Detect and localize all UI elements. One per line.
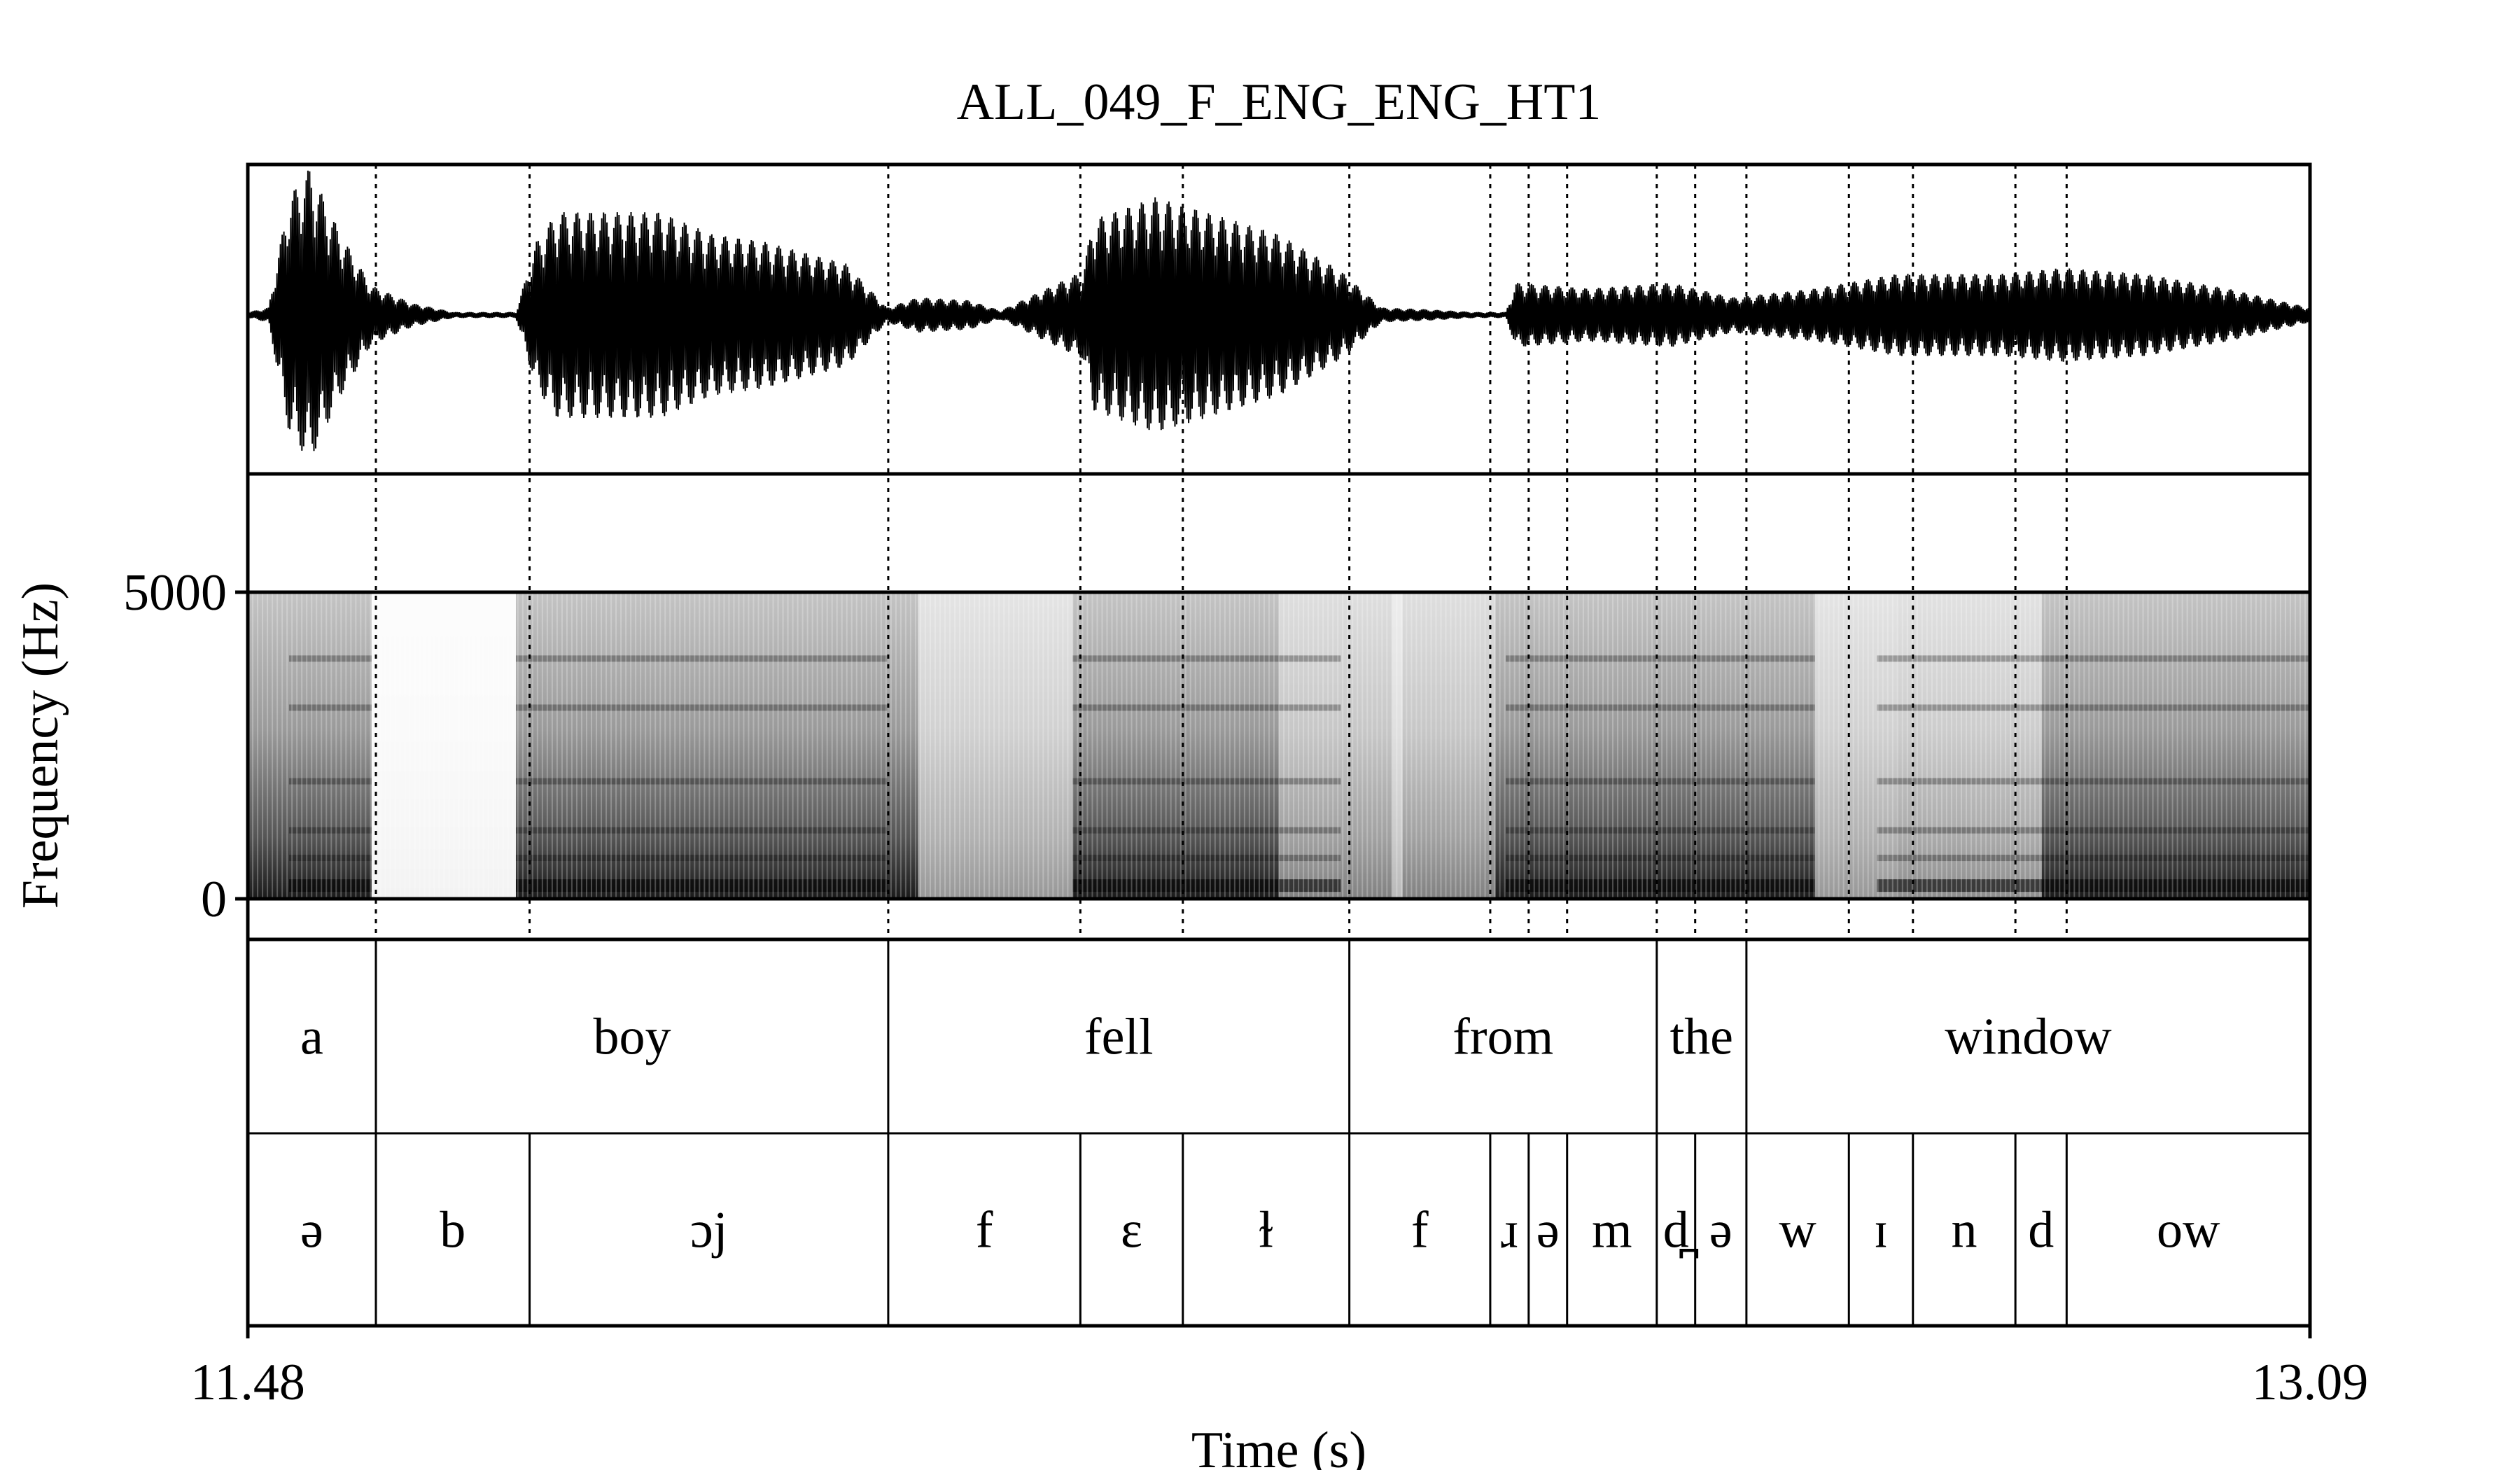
waveform-trace [248,170,2310,451]
formant-band [288,855,372,862]
phone-label: n [1951,1202,1977,1259]
formant-band [288,879,372,892]
phone-label: f [1411,1202,1429,1259]
phone-label: ə [1536,1202,1560,1259]
formant-band [1072,655,1341,662]
spectrogram-panel [248,590,2310,901]
formant-band [515,655,888,662]
figure-frame [246,162,2312,1328]
formant-band [1072,855,1341,862]
formant-band [515,855,888,862]
formant-band [1877,704,2310,711]
phone-label: ɫ [1259,1202,1273,1259]
formant-band [515,879,888,892]
formant-band [288,704,372,711]
y-tick-label-top: 5000 [123,564,227,622]
phone-label: w [1779,1202,1816,1259]
x-tick-label-end: 13.09 [2252,1354,2369,1411]
waveform-path [248,170,2310,451]
word-label: boy [593,1009,671,1066]
phone-label: ɛ [1121,1202,1142,1259]
formant-band [288,778,372,785]
formant-band [1072,879,1341,892]
phone-label: ɔj [690,1202,727,1259]
phone-label: f [976,1202,993,1259]
formant-band [515,704,888,711]
formant-band [515,827,888,834]
phone-label: d̪ [1663,1202,1699,1259]
formant-band [1506,778,1815,785]
phone-label: ɹ [1501,1202,1518,1259]
y-tick-label-bottom: 0 [201,871,227,928]
word-label: a [300,1009,323,1066]
formant-band [1877,827,2310,834]
phone-label: ə [1709,1202,1732,1259]
spectrogram-gap [1392,592,1496,899]
phone-label: m [1592,1202,1632,1259]
formant-band [515,778,888,785]
boundary-guides [374,164,2068,939]
formant-band [1072,827,1341,834]
formant-band [1506,827,1815,834]
word-label: window [1945,1009,2112,1066]
x-axis-label: Time (s) [1191,1422,1366,1470]
formant-band [288,827,372,834]
spectrogram-gap [918,592,1073,899]
x-axis: 11.48 13.09 Time (s) [190,1326,2368,1470]
word-label: from [1452,1009,1553,1066]
formant-band [288,655,372,662]
word-label: fell [1084,1009,1154,1066]
formant-band [1877,879,2310,892]
phone-label: ə [300,1202,323,1259]
formant-band [1506,704,1815,711]
spectrogram-gap [1814,592,1898,899]
spectrogram-gap [1279,592,1403,899]
formant-band [1877,778,2310,785]
formant-band [1877,855,2310,862]
phone-label: ɪ [1874,1202,1889,1259]
y-axis: 5000 0 Frequency (Hz) [12,564,248,928]
phone-label: d [2028,1202,2054,1259]
x-tick-label-start: 11.48 [190,1354,305,1411]
y-axis-label: Frequency (Hz) [12,582,69,909]
formant-band [1506,879,1815,892]
word-tier: a boy fell from the window [300,939,2112,1133]
phone-label: b [440,1202,465,1259]
spectrogram-intensity [248,592,2310,899]
formant-band [1072,704,1341,711]
formant-band [1506,655,1815,662]
word-label: the [1670,1009,1733,1066]
spectrogram-gap [1897,592,2043,899]
formant-band [1072,778,1341,785]
phone-tier: ə b ɔj f ɛ ɫ f ɹ ə m d̪ ə w ɪ n d ow [300,1133,2220,1326]
formant-band [1877,655,2310,662]
annotation-tiers: a boy fell from the window ə b ɔj f ɛ ɫ f ɹ ə m d̪ ə w ɪ n d… [300,939,2220,1326]
chart-title: ALL_049_F_ENG_ENG_HT1 [957,74,1602,131]
phone-label: ow [2157,1202,2220,1259]
spectrogram-gap [371,592,516,899]
waveform-panel [248,170,2310,451]
formant-band [1506,855,1815,862]
